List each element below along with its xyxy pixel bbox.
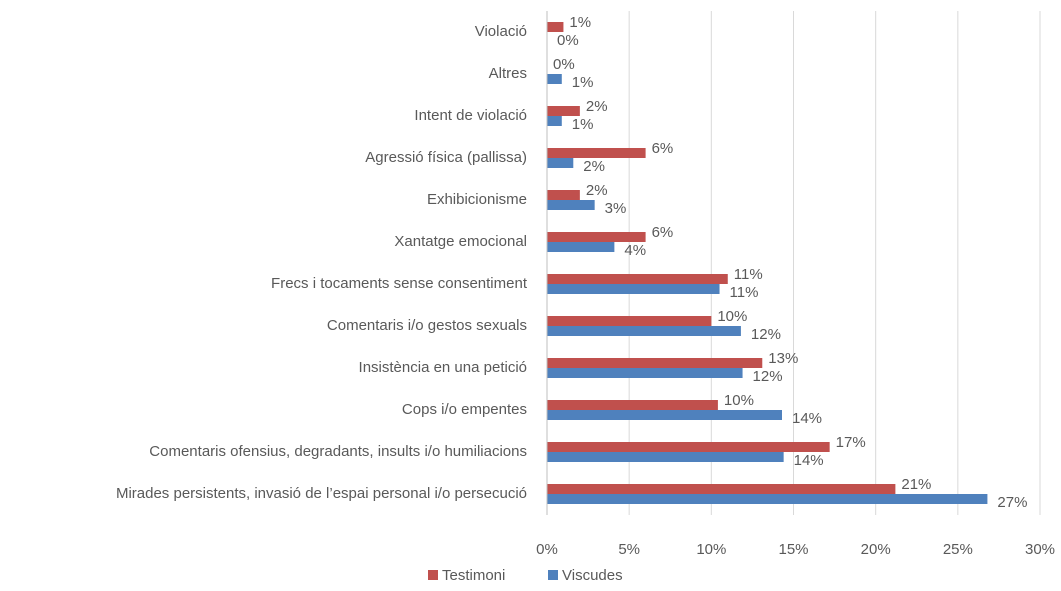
y-tick-label: Exhibicionisme <box>427 191 527 208</box>
y-tick-label: Agressió física (pallissa) <box>365 149 527 166</box>
y-tick-label: Altres <box>489 65 527 82</box>
legend-swatch <box>428 570 438 580</box>
bar <box>547 494 988 504</box>
bar <box>547 284 720 294</box>
x-tick-label: 10% <box>696 541 726 558</box>
bar <box>547 200 595 210</box>
bar <box>547 232 646 242</box>
data-label: 10% <box>717 308 747 325</box>
bar <box>547 452 784 462</box>
x-tick-label: 5% <box>618 541 640 558</box>
data-label: 2% <box>586 182 608 199</box>
data-label: 1% <box>572 116 594 133</box>
data-label: 3% <box>605 200 627 217</box>
y-tick-label: Intent de violació <box>414 107 527 124</box>
bar <box>547 358 763 368</box>
bar <box>547 74 562 84</box>
bar <box>547 316 712 326</box>
data-label: 17% <box>836 434 866 451</box>
bar <box>547 22 564 32</box>
data-label: 2% <box>586 98 608 115</box>
bar <box>547 368 743 378</box>
data-label: 21% <box>901 476 931 493</box>
legend-label: Viscudes <box>562 567 623 584</box>
data-label: 12% <box>753 368 783 385</box>
bar <box>547 116 562 126</box>
bar <box>547 242 615 252</box>
bar <box>547 400 718 410</box>
y-tick-label: Violació <box>475 23 527 40</box>
x-tick-label: 20% <box>861 541 891 558</box>
bar <box>547 158 574 168</box>
x-tick-label: 25% <box>943 541 973 558</box>
bar <box>547 190 580 200</box>
bar <box>547 326 741 336</box>
data-label: 1% <box>569 14 591 31</box>
y-tick-label: Frecs i tocaments sense consentiment <box>271 275 528 292</box>
data-label: 1% <box>572 74 594 91</box>
y-tick-label: Insistència en una petició <box>359 359 527 376</box>
data-label: 11% <box>734 266 763 283</box>
legend-label: Testimoni <box>442 567 505 584</box>
bar <box>547 484 896 494</box>
data-label: 4% <box>624 242 646 259</box>
data-label: 12% <box>751 326 781 343</box>
data-label: 14% <box>794 452 824 469</box>
y-tick-label: Xantatge emocional <box>394 233 527 250</box>
data-label: 0% <box>553 56 575 73</box>
y-tick-label: Comentaris ofensius, degradants, insults… <box>149 443 527 460</box>
data-label: 6% <box>652 224 674 241</box>
y-tick-label: Cops i/o empentes <box>402 401 527 418</box>
bar <box>547 148 646 158</box>
data-label: 10% <box>724 392 754 409</box>
bar <box>547 410 782 420</box>
x-tick-label: 0% <box>536 541 558 558</box>
x-tick-label: 15% <box>778 541 808 558</box>
data-label: 27% <box>997 494 1027 511</box>
x-tick-label: 30% <box>1025 541 1055 558</box>
data-label: 11% <box>730 284 759 301</box>
data-label: 13% <box>768 350 798 367</box>
y-tick-label: Mirades persistents, invasió de l’espai … <box>116 485 527 502</box>
bar <box>547 106 580 116</box>
data-label: 14% <box>792 410 822 427</box>
data-label: 0% <box>557 32 579 49</box>
legend-swatch <box>548 570 558 580</box>
bar <box>547 274 728 284</box>
y-tick-label: Comentaris i/o gestos sexuals <box>327 317 527 334</box>
bar <box>547 442 830 452</box>
data-label: 6% <box>652 140 674 157</box>
data-label: 2% <box>583 158 605 175</box>
